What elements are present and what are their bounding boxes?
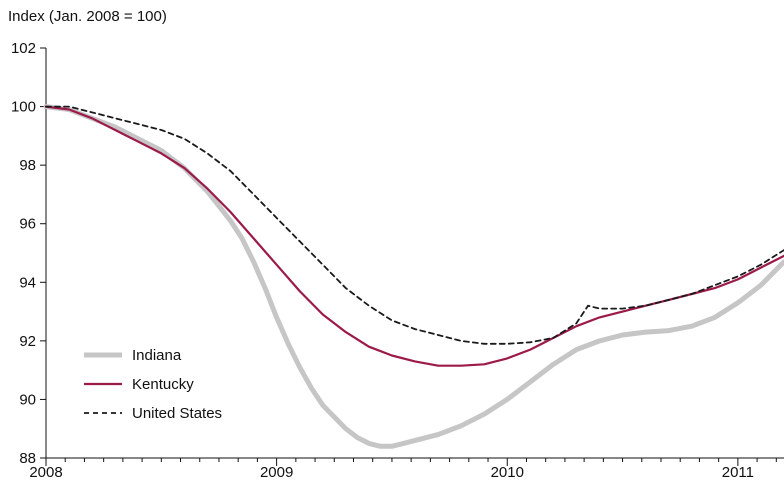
y-tick-label: 94 (19, 274, 36, 291)
x-tick-label: 2011 (722, 464, 754, 481)
y-tick-label: 96 (19, 216, 36, 233)
y-tick-label: 100 (11, 99, 36, 116)
series-line-united-states (46, 107, 784, 344)
y-tick-label: 98 (19, 157, 36, 174)
x-tick-label: 2009 (260, 464, 293, 481)
y-tick-label: 90 (19, 391, 36, 408)
y-tick-label: 92 (19, 333, 36, 350)
x-tick-label: 2008 (29, 464, 62, 481)
series-line-indiana (46, 107, 784, 447)
legend-label: United States (132, 405, 222, 422)
y-axis-title: Index (Jan. 2008 = 100) (8, 8, 167, 25)
y-tick-label: 102 (11, 40, 36, 57)
x-tick-label: 2010 (491, 464, 524, 481)
legend-label: Indiana (132, 347, 182, 364)
legend-label: Kentucky (132, 376, 194, 393)
